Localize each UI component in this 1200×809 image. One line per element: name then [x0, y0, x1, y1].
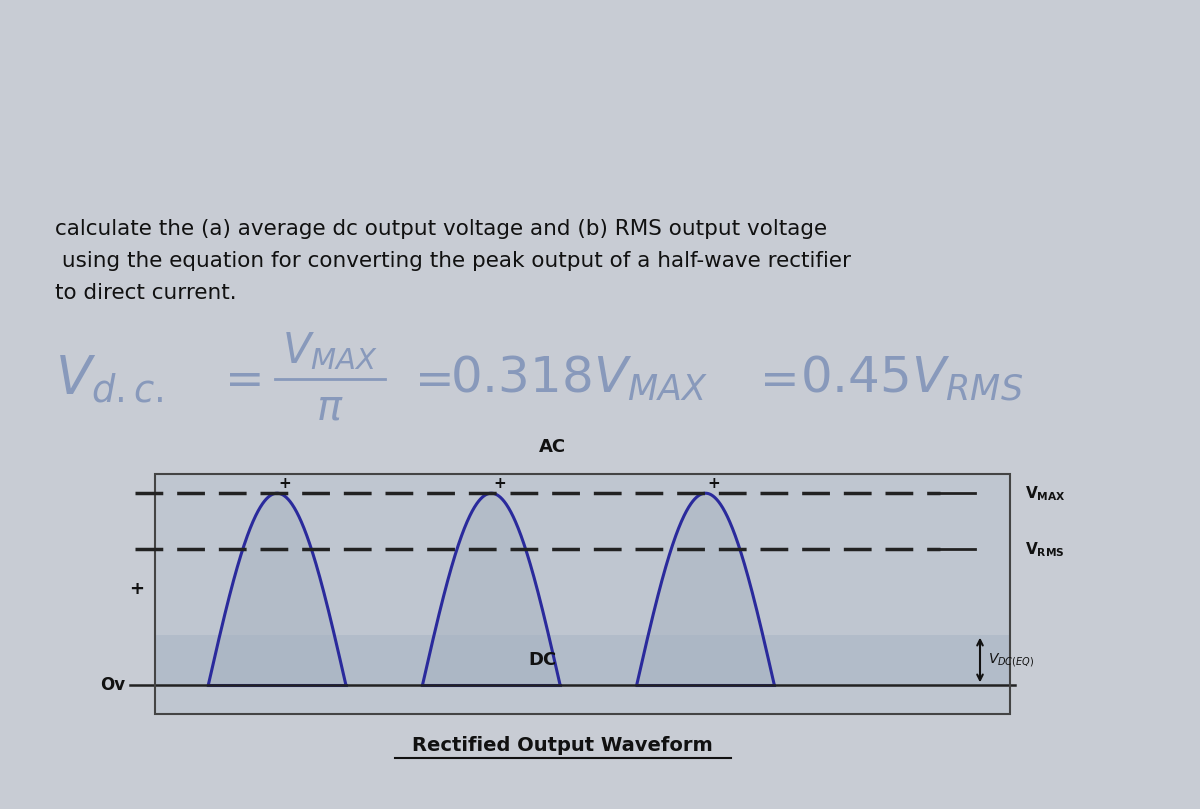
Text: AC: AC	[539, 438, 566, 456]
Bar	[155, 474, 1010, 714]
Text: $=$: $=$	[406, 357, 451, 401]
Text: +: +	[130, 580, 144, 598]
Text: $0.45V_{RMS}$: $0.45V_{RMS}$	[800, 354, 1024, 404]
Text: $\mathbf{V_{MAX}}$: $\mathbf{V_{MAX}}$	[1025, 484, 1066, 502]
Text: Rectified Output Waveform: Rectified Output Waveform	[412, 736, 713, 755]
Bar	[155, 635, 1010, 685]
Text: +: +	[493, 477, 505, 491]
Text: $=$: $=$	[215, 357, 260, 401]
Text: DC: DC	[528, 651, 557, 669]
Bar	[155, 474, 1010, 714]
Text: $V_{MAX}$: $V_{MAX}$	[282, 330, 378, 372]
Text: to direct current.: to direct current.	[55, 283, 236, 303]
Text: $=$: $=$	[750, 357, 796, 401]
Text: $\pi$: $\pi$	[316, 386, 344, 428]
Text: $V_{DC(EQ)}$: $V_{DC(EQ)}$	[988, 651, 1034, 669]
Text: Ov: Ov	[100, 676, 125, 694]
Text: +: +	[278, 477, 292, 491]
Text: +: +	[707, 477, 720, 491]
Text: calculate the (a) average dc output voltage and (b) RMS output voltage: calculate the (a) average dc output volt…	[55, 219, 827, 239]
Text: $V_{d.c.}$: $V_{d.c.}$	[55, 354, 163, 404]
Text: $\mathbf{V_{RMS}}$: $\mathbf{V_{RMS}}$	[1025, 540, 1064, 559]
Text: $0.318V_{MAX}$: $0.318V_{MAX}$	[450, 354, 708, 404]
Text: using the equation for converting the peak output of a half-wave rectifier: using the equation for converting the pe…	[55, 251, 851, 271]
